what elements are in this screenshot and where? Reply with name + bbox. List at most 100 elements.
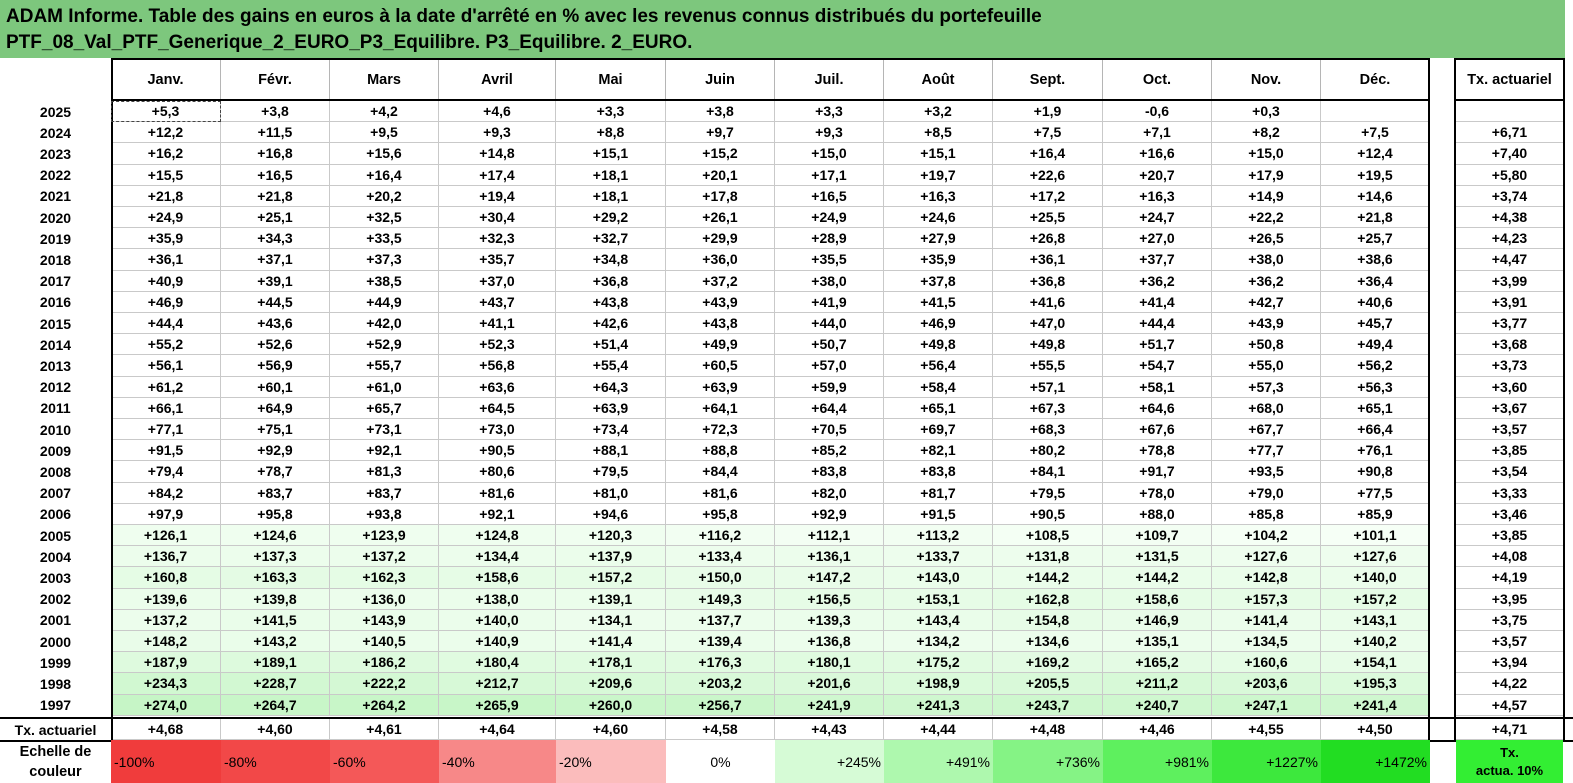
gain-cell[interactable]: +141,4: [556, 631, 666, 653]
gain-cell[interactable]: +38,5: [330, 270, 439, 292]
gain-cell[interactable]: +68,0: [1212, 397, 1321, 419]
gain-cell[interactable]: +136,7: [111, 546, 221, 568]
gain-cell[interactable]: +20,2: [330, 185, 439, 207]
gain-cell[interactable]: +70,5: [775, 419, 884, 441]
gain-cell[interactable]: +61,0: [330, 376, 439, 398]
gain-cell[interactable]: +133,4: [666, 546, 775, 568]
gain-cell[interactable]: +137,9: [556, 546, 666, 568]
gain-cell[interactable]: +9,3: [775, 122, 884, 144]
gain-cell[interactable]: +29,9: [666, 228, 775, 250]
gain-cell[interactable]: +90,5: [993, 503, 1103, 525]
average-rate-cell[interactable]: +4,61: [330, 719, 439, 740]
gain-cell[interactable]: +65,1: [1321, 397, 1430, 419]
gain-cell[interactable]: +141,5: [221, 609, 330, 631]
gain-cell[interactable]: +64,3: [556, 376, 666, 398]
gain-cell[interactable]: +141,4: [1212, 609, 1321, 631]
gain-cell[interactable]: +56,1: [111, 355, 221, 377]
gain-cell[interactable]: +15,5: [111, 164, 221, 186]
gain-cell[interactable]: +3,3: [775, 101, 884, 123]
gain-cell[interactable]: +140,0: [1321, 567, 1430, 589]
gain-cell[interactable]: +61,2: [111, 376, 221, 398]
gain-cell[interactable]: +18,1: [556, 185, 666, 207]
gain-cell[interactable]: +67,3: [993, 397, 1103, 419]
gain-cell[interactable]: +180,4: [439, 652, 556, 674]
gain-cell[interactable]: +47,0: [993, 313, 1103, 335]
gain-cell[interactable]: +94,6: [556, 503, 666, 525]
gain-cell[interactable]: +38,0: [1212, 249, 1321, 271]
gain-cell[interactable]: +38,0: [775, 270, 884, 292]
gain-cell[interactable]: +36,4: [1321, 270, 1430, 292]
gain-cell[interactable]: +3,2: [884, 101, 993, 123]
gain-cell[interactable]: +17,2: [993, 185, 1103, 207]
gain-cell[interactable]: +36,1: [111, 249, 221, 271]
tx-actuariel-cell[interactable]: +4,47: [1456, 249, 1563, 271]
gain-cell[interactable]: +17,1: [775, 164, 884, 186]
gain-cell[interactable]: +144,2: [1103, 567, 1212, 589]
gain-cell[interactable]: +264,2: [330, 694, 439, 716]
gain-cell[interactable]: +137,3: [221, 546, 330, 568]
gain-cell[interactable]: +205,5: [993, 673, 1103, 695]
tx-actuariel-cell[interactable]: +3,33: [1456, 483, 1563, 504]
gain-cell[interactable]: +143,1: [1321, 609, 1430, 631]
gain-cell[interactable]: +92,1: [439, 503, 556, 525]
gain-cell[interactable]: +81,0: [556, 482, 666, 504]
gain-cell[interactable]: +201,6: [775, 673, 884, 695]
gain-cell[interactable]: +24,6: [884, 207, 993, 229]
gain-cell[interactable]: +36,2: [1212, 270, 1321, 292]
gain-cell[interactable]: +66,1: [111, 397, 221, 419]
gain-cell[interactable]: +37,8: [884, 270, 993, 292]
gain-cell[interactable]: +34,8: [556, 249, 666, 271]
gain-cell[interactable]: +211,2: [1103, 673, 1212, 695]
gain-cell[interactable]: +79,5: [556, 461, 666, 483]
gain-cell[interactable]: +8,2: [1212, 122, 1321, 144]
gain-cell[interactable]: +9,3: [439, 122, 556, 144]
gain-cell[interactable]: +49,8: [993, 334, 1103, 356]
gain-cell[interactable]: +26,1: [666, 207, 775, 229]
gain-cell[interactable]: +148,2: [111, 631, 221, 653]
gain-cell[interactable]: +120,3: [556, 525, 666, 547]
gain-cell[interactable]: +3,3: [556, 101, 666, 123]
gain-cell[interactable]: +33,5: [330, 228, 439, 250]
gain-cell[interactable]: +81,6: [439, 482, 556, 504]
gain-cell[interactable]: +212,7: [439, 673, 556, 695]
gain-cell[interactable]: +51,7: [1103, 334, 1212, 356]
gain-cell[interactable]: +79,0: [1212, 482, 1321, 504]
gain-cell[interactable]: +46,9: [111, 291, 221, 313]
gain-cell[interactable]: +81,3: [330, 461, 439, 483]
gain-cell[interactable]: +41,6: [993, 291, 1103, 313]
gain-cell[interactable]: +37,2: [666, 270, 775, 292]
gain-cell[interactable]: +14,6: [1321, 185, 1430, 207]
gain-cell[interactable]: +158,6: [439, 567, 556, 589]
gain-cell[interactable]: +186,2: [330, 652, 439, 674]
tx-actuariel-cell[interactable]: +3,46: [1456, 504, 1563, 525]
gain-cell[interactable]: +27,0: [1103, 228, 1212, 250]
gain-cell[interactable]: +144,2: [993, 567, 1103, 589]
gain-cell[interactable]: +36,1: [993, 249, 1103, 271]
gain-cell[interactable]: +72,3: [666, 419, 775, 441]
gain-cell[interactable]: +43,6: [221, 313, 330, 335]
gain-cell[interactable]: +81,7: [884, 482, 993, 504]
gain-cell[interactable]: +139,6: [111, 588, 221, 610]
tx-actuariel-cell[interactable]: +4,57: [1456, 695, 1563, 716]
gain-cell[interactable]: +85,9: [1321, 503, 1430, 525]
gain-cell[interactable]: +14,9: [1212, 185, 1321, 207]
gain-cell[interactable]: +50,8: [1212, 334, 1321, 356]
tx-actuariel-cell[interactable]: +4,08: [1456, 546, 1563, 568]
gain-cell[interactable]: +16,5: [221, 164, 330, 186]
average-rate-cell[interactable]: +4,60: [556, 719, 666, 740]
gain-cell[interactable]: +56,9: [221, 355, 330, 377]
gain-cell[interactable]: +203,6: [1212, 673, 1321, 695]
gain-cell[interactable]: +108,5: [993, 525, 1103, 547]
gain-cell[interactable]: +112,1: [775, 525, 884, 547]
gain-cell[interactable]: +26,5: [1212, 228, 1321, 250]
gain-cell[interactable]: +58,1: [1103, 376, 1212, 398]
gain-cell[interactable]: +264,7: [221, 694, 330, 716]
gain-cell[interactable]: +80,2: [993, 440, 1103, 462]
gain-cell[interactable]: +133,7: [884, 546, 993, 568]
gain-cell[interactable]: +78,8: [1103, 440, 1212, 462]
gain-cell[interactable]: +143,0: [884, 567, 993, 589]
gain-cell[interactable]: +63,9: [666, 376, 775, 398]
tx-actuariel-cell[interactable]: +7,40: [1456, 143, 1563, 165]
gain-cell[interactable]: +222,2: [330, 673, 439, 695]
gain-cell[interactable]: +43,8: [556, 291, 666, 313]
